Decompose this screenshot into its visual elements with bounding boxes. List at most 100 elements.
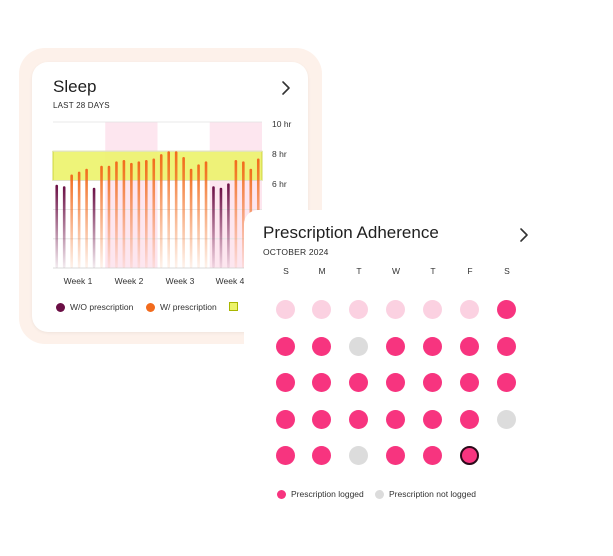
legend-without-prescription: W/O prescription	[56, 302, 133, 312]
calendar-day-outside-month[interactable]	[276, 300, 295, 319]
sleep-bar	[204, 161, 208, 268]
weekday-label: W	[391, 266, 401, 276]
calendar-day-logged[interactable]	[386, 373, 405, 392]
calendar-day-today[interactable]	[460, 446, 479, 465]
legend-label: W/O prescription	[70, 302, 134, 312]
sleep-bar	[70, 174, 73, 268]
calendar-day-logged[interactable]	[386, 410, 405, 429]
calendar-day-outside-month[interactable]	[460, 300, 479, 319]
legend-swatch	[146, 302, 155, 312]
weekday-label: S	[283, 266, 289, 276]
target-range-band	[52, 150, 263, 181]
calendar-day-logged[interactable]	[312, 446, 331, 465]
sleep-bar	[174, 151, 178, 268]
legend-swatch	[375, 489, 384, 499]
prescription-adherence-card[interactable]	[244, 210, 569, 526]
sleep-bar	[62, 186, 66, 268]
sleep-bar	[212, 186, 215, 268]
x-week-label: Week 3	[166, 276, 195, 286]
sleep-bar	[159, 154, 163, 268]
sleep-bar	[85, 168, 88, 268]
sleep-bar	[189, 168, 193, 268]
legend-prescription-not-logged: Prescription not logged	[375, 489, 476, 499]
chart-axis-labels: 10 hr 8 hr 6 hr Week 1 Week 2 Week 3 Wee…	[64, 119, 292, 286]
calendar-day-logged[interactable]	[460, 337, 479, 356]
calendar-day-logged[interactable]	[276, 446, 295, 465]
calendar-day-logged[interactable]	[312, 410, 331, 429]
sleep-bar	[242, 161, 245, 268]
sleep-title: Sleep	[53, 77, 97, 96]
sleep-bar	[152, 158, 156, 268]
chart-bars	[55, 151, 260, 268]
sleep-bar	[130, 162, 133, 268]
weekday-label: S	[504, 266, 510, 276]
sleep-bar	[227, 183, 230, 268]
legend-target-range	[229, 302, 243, 311]
legend-label: Prescription logged	[291, 489, 364, 499]
y-tick-label: 10 hr	[272, 119, 292, 129]
chart-background	[52, 122, 263, 268]
calendar-day-logged[interactable]	[497, 300, 516, 319]
calendar-day-logged[interactable]	[276, 410, 295, 429]
calendar-day-logged[interactable]	[460, 373, 479, 392]
sleep-bar	[197, 164, 200, 268]
calendar-day-logged[interactable]	[423, 373, 442, 392]
adherence-month: OCTOBER 2024	[263, 247, 329, 257]
weekday-label: F	[467, 266, 473, 276]
sleep-bar	[145, 159, 148, 268]
calendar-day-not-logged[interactable]	[349, 337, 368, 356]
calendar-day-logged[interactable]	[349, 373, 368, 392]
calendar-day-not-logged[interactable]	[497, 410, 516, 429]
calendar-day-logged[interactable]	[386, 446, 405, 465]
sleep-bar	[100, 165, 103, 268]
legend-label: Prescription not logged	[389, 489, 476, 499]
sleep-bar	[137, 161, 141, 268]
calendar-day-logged[interactable]	[423, 446, 442, 465]
calendar-day-logged[interactable]	[497, 373, 516, 392]
sleep-bar	[92, 187, 96, 268]
calendar-day-outside-month[interactable]	[312, 300, 331, 319]
sleep-bar	[122, 159, 126, 268]
legend-with-prescription: W/ prescription	[146, 302, 217, 312]
adherence-title: Prescription Adherence	[263, 223, 439, 242]
calendar-day-logged[interactable]	[423, 337, 442, 356]
sleep-bar	[55, 184, 59, 268]
calendar-day-outside-month[interactable]	[386, 300, 405, 319]
x-week-label: Week 4	[216, 276, 245, 286]
calendar-day-outside-month[interactable]	[423, 300, 442, 319]
sleep-bar	[182, 157, 185, 268]
legend-swatch	[229, 302, 238, 311]
sleep-bar	[234, 159, 238, 268]
sleep-bar	[219, 187, 223, 268]
weekday-label: T	[430, 266, 436, 276]
calendar-day-logged[interactable]	[497, 337, 516, 356]
chevron-right-icon[interactable]	[515, 226, 533, 244]
y-tick-label: 8 hr	[272, 149, 287, 159]
calendar-day-not-logged[interactable]	[349, 446, 368, 465]
calendar-day-logged[interactable]	[312, 373, 331, 392]
calendar-day-outside-month[interactable]	[349, 300, 368, 319]
calendar-day-logged[interactable]	[349, 410, 368, 429]
legend-label: W/ prescription	[160, 302, 217, 312]
calendar-day-logged[interactable]	[386, 337, 405, 356]
sleep-bar	[77, 171, 81, 268]
sleep-bar	[115, 161, 118, 268]
calendar-day-logged[interactable]	[312, 337, 331, 356]
legend-swatch	[56, 302, 65, 312]
legend-prescription-logged: Prescription logged	[277, 489, 364, 499]
calendar-day-logged[interactable]	[460, 410, 479, 429]
weekday-label: M	[318, 266, 326, 276]
calendar-day-logged[interactable]	[276, 337, 295, 356]
sleep-range-label: LAST 28 DAYS	[53, 101, 110, 110]
sleep-bar	[167, 151, 170, 268]
legend-swatch	[277, 489, 286, 499]
x-week-label: Week 2	[115, 276, 144, 286]
x-week-label: Week 1	[64, 276, 93, 286]
y-tick-label: 6 hr	[272, 179, 287, 189]
weekday-label: T	[356, 266, 362, 276]
chevron-right-icon[interactable]	[277, 79, 295, 97]
calendar-day-logged[interactable]	[423, 410, 442, 429]
calendar-day-logged[interactable]	[276, 373, 295, 392]
sleep-bar	[107, 165, 111, 268]
